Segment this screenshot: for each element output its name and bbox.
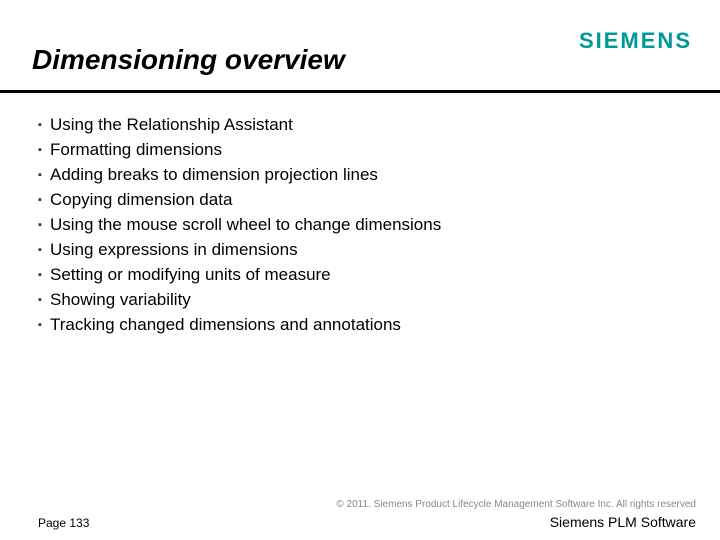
- list-item: Using the mouse scroll wheel to change d…: [38, 214, 682, 237]
- list-item: Adding breaks to dimension projection li…: [38, 164, 682, 187]
- footer: © 2011. Siemens Product Lifecycle Manage…: [0, 486, 720, 540]
- page-number: Page 133: [38, 516, 89, 530]
- header: Dimensioning overview SIEMENS: [0, 0, 720, 84]
- slide-title: Dimensioning overview: [32, 44, 345, 76]
- brand-text: Siemens PLM Software: [550, 514, 696, 530]
- list-item: Using the Relationship Assistant: [38, 114, 682, 137]
- list-item: Using expressions in dimensions: [38, 239, 682, 262]
- list-item: Setting or modifying units of measure: [38, 264, 682, 287]
- header-divider: [0, 90, 720, 93]
- list-item: Copying dimension data: [38, 189, 682, 212]
- list-item: Formatting dimensions: [38, 139, 682, 162]
- list-item: Showing variability: [38, 289, 682, 312]
- siemens-logo: SIEMENS: [579, 28, 692, 54]
- list-item: Tracking changed dimensions and annotati…: [38, 314, 682, 337]
- slide-body: Using the Relationship Assistant Formatt…: [38, 114, 682, 338]
- bullet-list: Using the Relationship Assistant Formatt…: [38, 114, 682, 336]
- copyright-text: © 2011. Siemens Product Lifecycle Manage…: [336, 499, 696, 510]
- slide: Dimensioning overview SIEMENS Using the …: [0, 0, 720, 540]
